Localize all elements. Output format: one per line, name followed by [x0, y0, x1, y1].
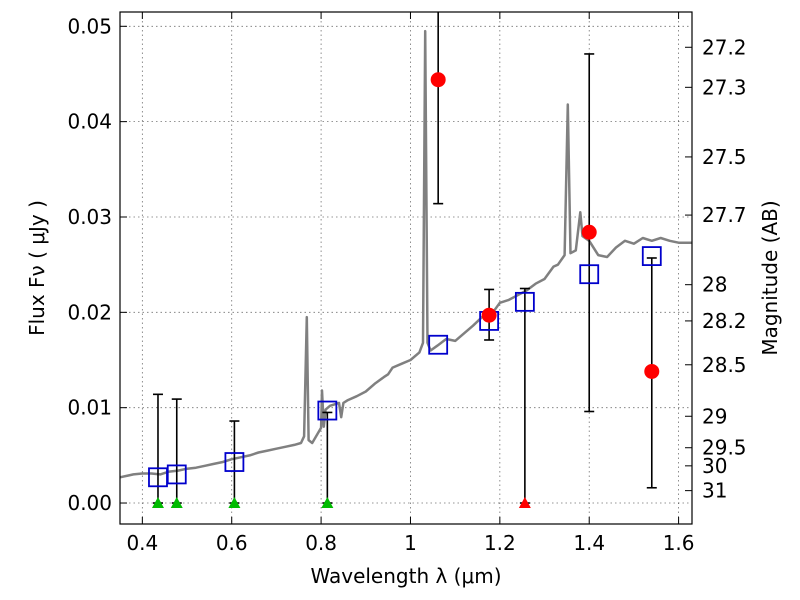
upper-limit-triangle [170, 497, 183, 509]
model-photometry-square [317, 400, 338, 421]
model-spectrum-layer [119, 29, 692, 479]
upper-limit-triangle [151, 497, 164, 509]
y2-axis-label: Magnitude (AB) [758, 200, 782, 355]
x-tick-label: 1.4 [573, 531, 605, 555]
y-tick-label: 0.00 [67, 491, 112, 515]
y2-tick-label: 27.3 [702, 75, 747, 99]
y2-tick-label: 30 [702, 454, 727, 478]
x-tick-label: 1.6 [663, 531, 695, 555]
x-tick-label: 0.6 [216, 531, 248, 555]
tick-labels: 0.4 0.6 0.8 1 1.2 1.4 1.6 0.00 0.01 0.02 0.03 0.04 0… [67, 14, 746, 555]
detection-point [481, 307, 497, 323]
y-tick-label: 0.03 [67, 205, 112, 229]
upper-limit-triangle [228, 497, 241, 509]
y-tick-label: 0.01 [67, 396, 112, 420]
x-tick-label: 0.4 [126, 531, 158, 555]
y-axis-label: Flux Fν ( μJy ) [25, 200, 49, 336]
y-tick-label: 0.05 [67, 14, 112, 38]
x-tick-label: 1 [404, 531, 417, 555]
model-photometry-square [514, 291, 535, 312]
x-tick-label: 0.8 [305, 531, 337, 555]
y2-tick-label: 27.2 [702, 35, 747, 59]
model-photometry-square [166, 464, 187, 485]
model-photometry-square [641, 246, 662, 266]
model-photometry-square [428, 334, 449, 355]
error-bars-layer [152, 12, 657, 504]
y-tick-label: 0.02 [67, 300, 112, 324]
detection-point [581, 224, 597, 240]
y2-tick-label: 28.5 [702, 353, 747, 377]
upper-limit-triangle [321, 497, 334, 509]
grid [120, 12, 692, 524]
upper-limit-triangle [518, 497, 531, 509]
y2-tick-label: 27.7 [702, 203, 747, 227]
y2-tick-label: 29.5 [702, 436, 747, 460]
y-tick-label: 0.04 [67, 110, 112, 134]
model-photometry-square [579, 264, 600, 285]
y2-tick-label: 31 [702, 479, 727, 503]
y2-tick-label: 27.5 [702, 145, 747, 169]
x-tick-label: 1.2 [484, 531, 516, 555]
y2-tick-label: 28 [702, 273, 727, 297]
model-photometry-square [224, 452, 245, 472]
detection-point [644, 363, 660, 379]
x-axis-label: Wavelength λ (μm) [310, 564, 501, 588]
markers-layer [148, 72, 662, 509]
model-spectrum-line [119, 29, 692, 479]
y2-tick-label: 28.2 [702, 309, 747, 333]
plot-frame [119, 11, 693, 525]
detection-point [430, 72, 446, 88]
ticks [120, 12, 692, 524]
y2-tick-label: 29 [702, 404, 727, 428]
